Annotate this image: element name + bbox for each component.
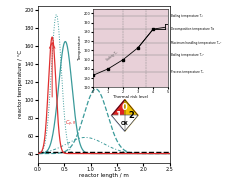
Text: $C_{p,R}$: $C_{p,R}$ xyxy=(65,119,76,129)
Text: 2: 2 xyxy=(128,111,134,120)
Text: 1: 1 xyxy=(115,111,120,120)
Polygon shape xyxy=(111,100,137,115)
Polygon shape xyxy=(111,115,137,131)
Text: OX: OX xyxy=(120,121,128,126)
Text: 0: 0 xyxy=(121,103,127,112)
Polygon shape xyxy=(111,100,124,131)
Y-axis label: reactor temperature / °C: reactor temperature / °C xyxy=(18,50,23,118)
Polygon shape xyxy=(124,100,137,131)
X-axis label: reactor length / m: reactor length / m xyxy=(78,173,128,178)
